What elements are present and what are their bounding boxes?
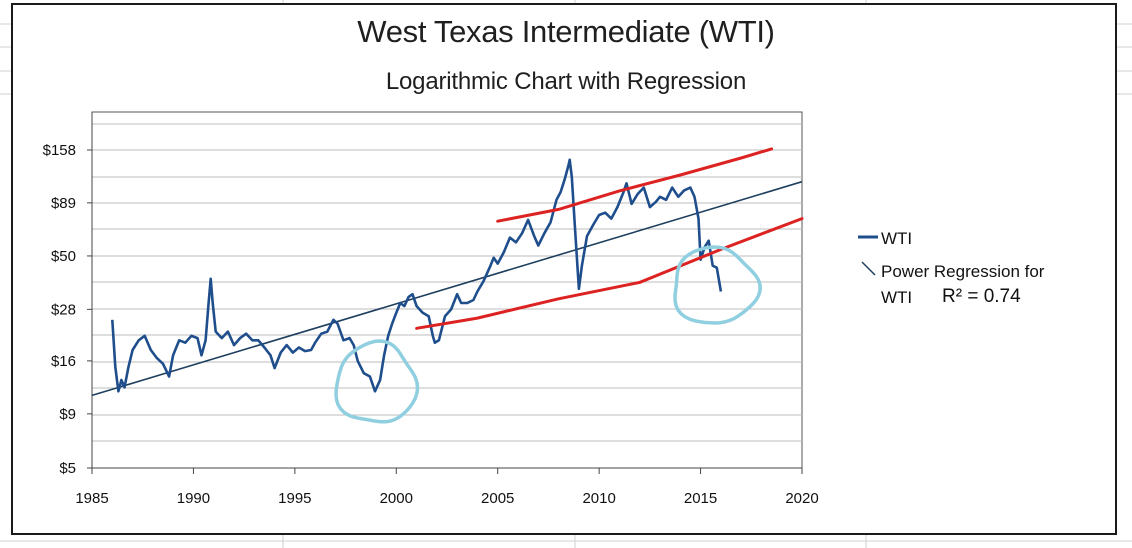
- x-tick-label: 2000: [380, 490, 413, 507]
- x-tick-label: 1985: [75, 490, 108, 507]
- x-tick-label: 2015: [684, 490, 717, 507]
- y-tick-label: $50: [51, 248, 76, 265]
- legend: WTI Power Regression for WTI R² = 0.74: [858, 229, 1045, 307]
- series-line-power-regression: [91, 180, 803, 397]
- legend-label-regression: Power Regression for: [881, 262, 1045, 281]
- y-tick-label: $89: [51, 195, 76, 212]
- series-layer: [91, 158, 803, 397]
- series-line-wti: [111, 158, 723, 393]
- y-tick-label: $28: [51, 301, 76, 318]
- upper-channel-band: [496, 147, 774, 223]
- x-tick-label: 2010: [582, 490, 615, 507]
- x-axis-ticks: 1985 1990 1995 2000 2005 2010 2015 2020: [75, 468, 819, 507]
- annotation-layer: [334, 245, 762, 424]
- chart-title: West Texas Intermediate (WTI): [357, 14, 775, 49]
- legend-label-regression-line2: WTI: [881, 288, 912, 307]
- x-tick-label: 2005: [481, 490, 514, 507]
- lower-channel-band: [415, 217, 804, 330]
- x-tick-label: 2020: [785, 490, 818, 507]
- x-tick-label: 1995: [278, 490, 311, 507]
- y-axis-ticks: $5 $9 $16 $28 $50 $89 $158: [43, 142, 92, 477]
- y-tick-label: $16: [51, 353, 76, 370]
- annotation-circle-0: [334, 339, 420, 424]
- annotation-circle-1: [673, 245, 762, 325]
- band-layer: [415, 147, 804, 330]
- legend-swatch-regression: [861, 261, 876, 276]
- y-tick-label: $5: [59, 460, 76, 477]
- y-tick-label: $158: [43, 142, 76, 159]
- r-squared-label: R² = 0.74: [942, 286, 1021, 307]
- x-tick-label: 1990: [177, 490, 210, 507]
- chart-subtitle: Logarithmic Chart with Regression: [385, 68, 747, 95]
- axes: [91, 112, 802, 469]
- legend-label-wti: WTI: [881, 229, 912, 248]
- y-tick-label: $9: [59, 406, 76, 423]
